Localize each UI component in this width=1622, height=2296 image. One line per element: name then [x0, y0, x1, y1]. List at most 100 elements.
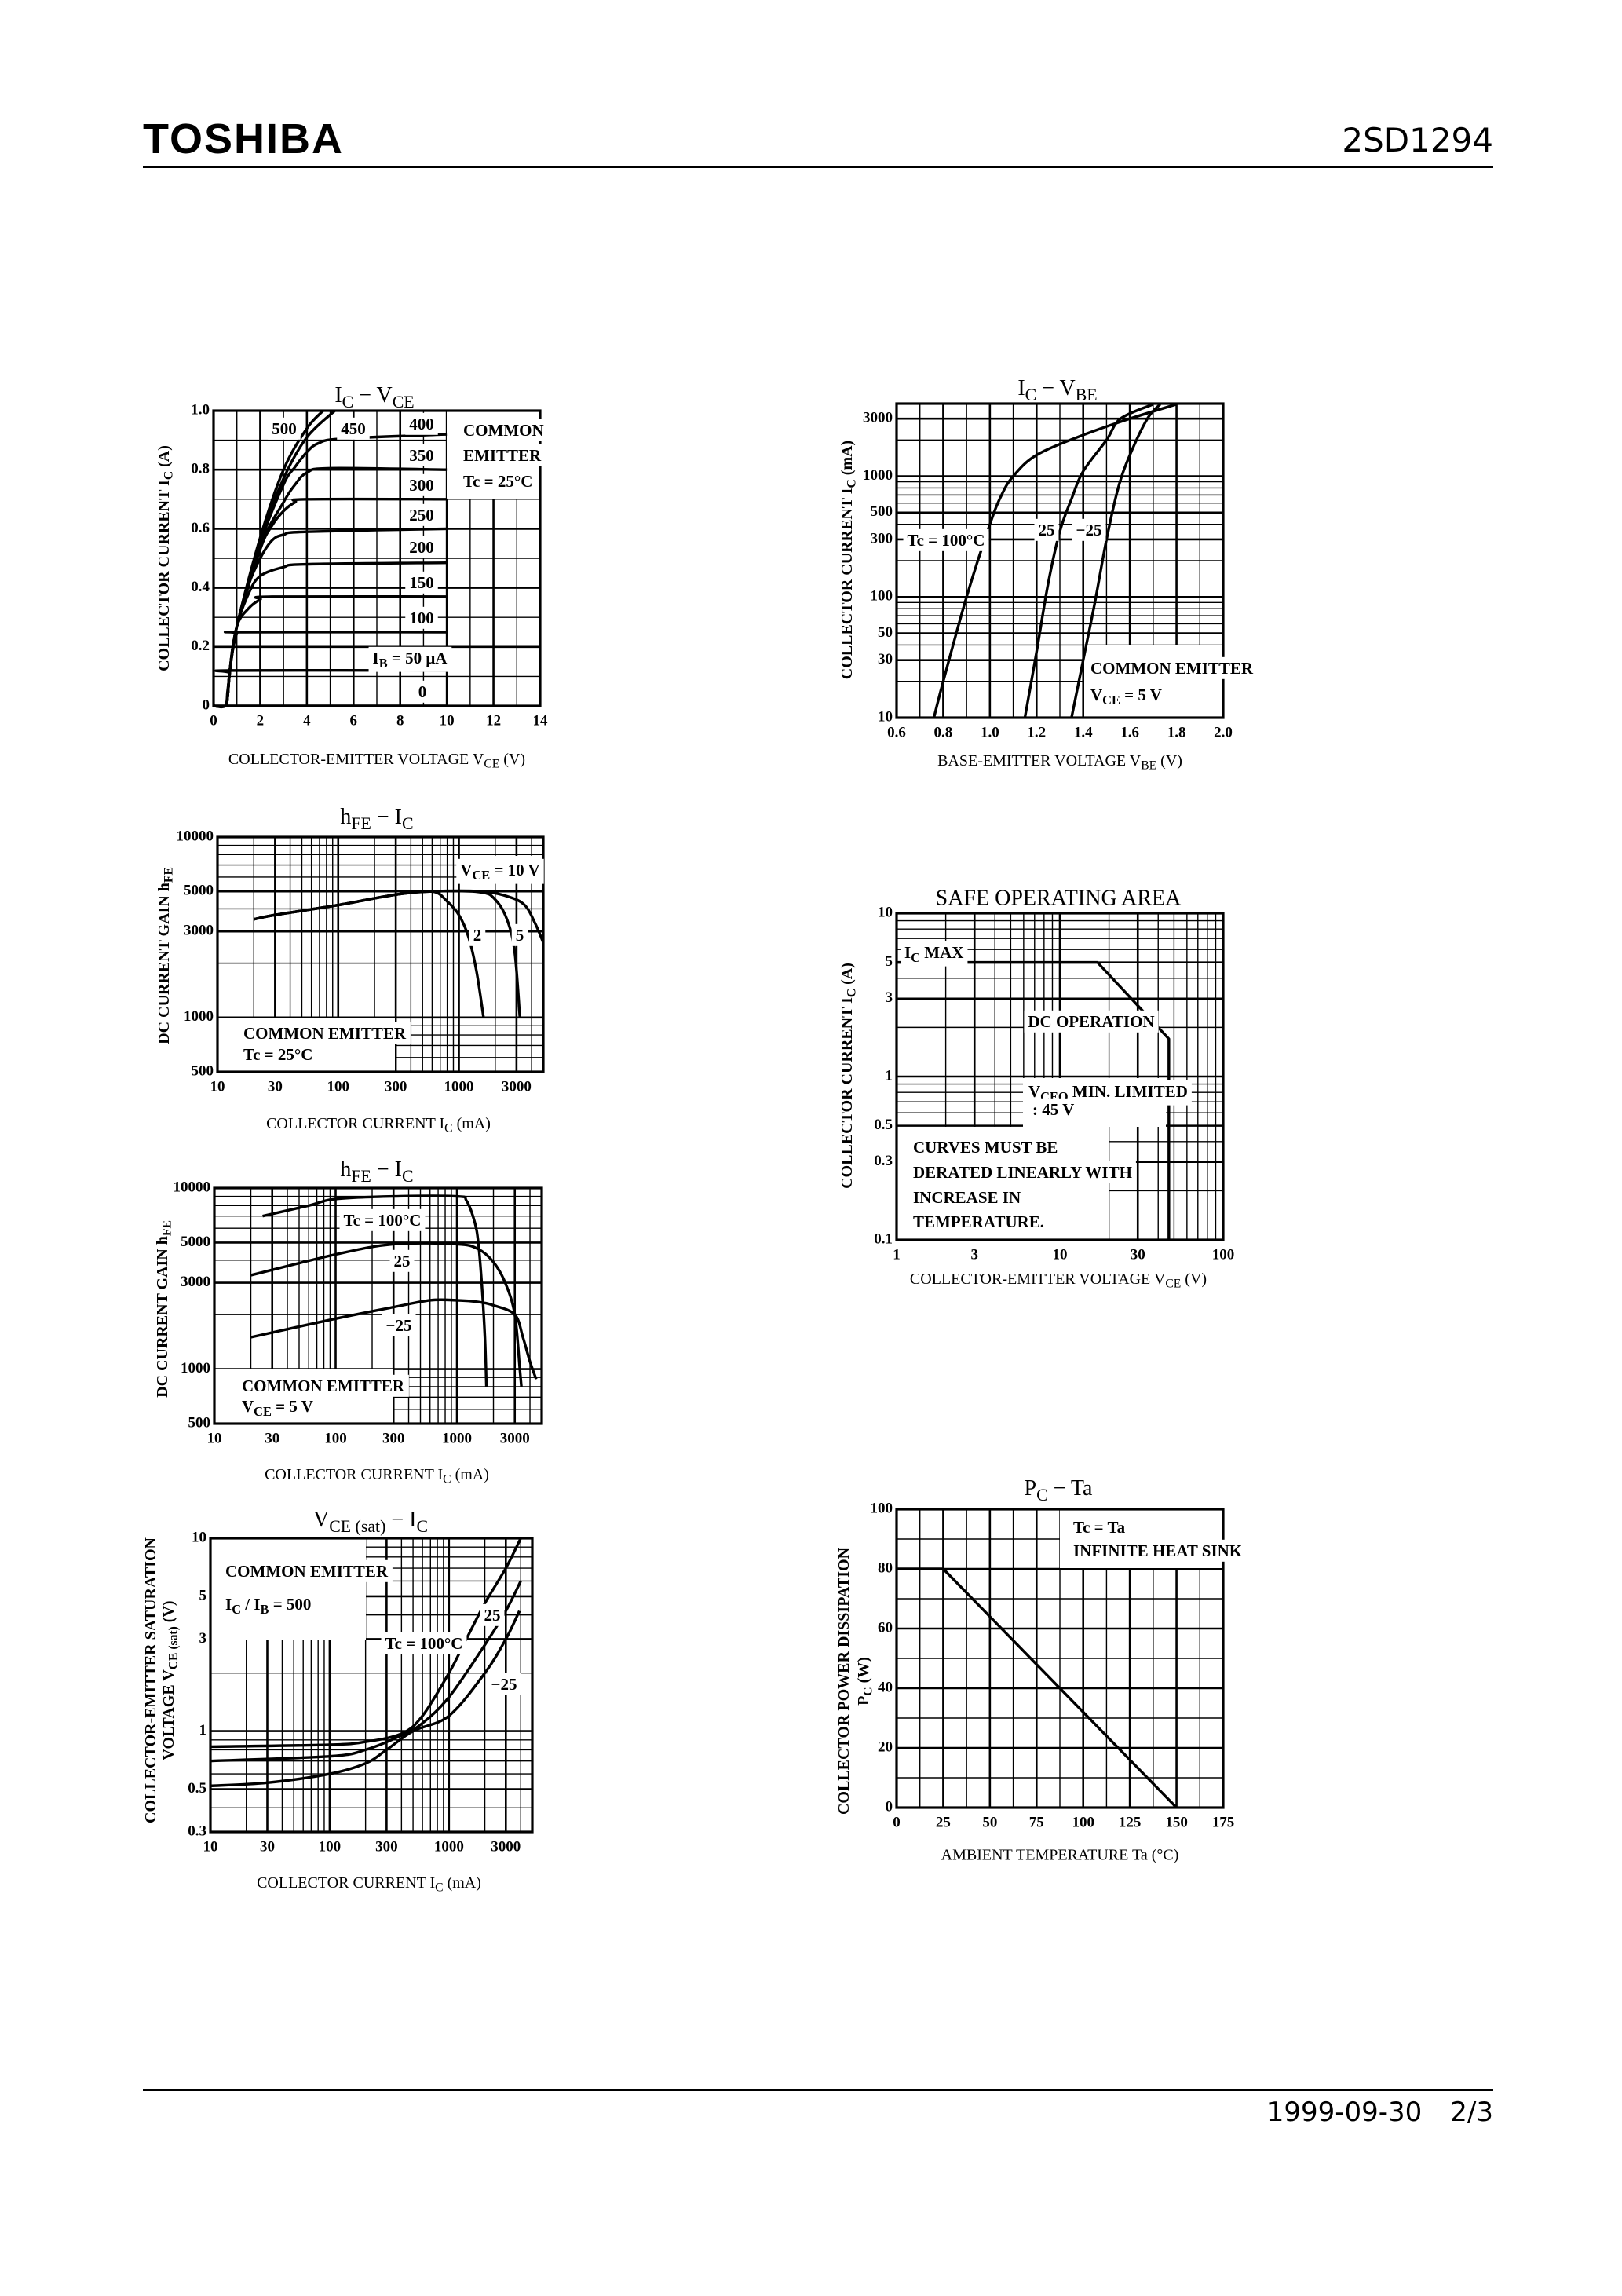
x-tick-label: 14 — [533, 712, 549, 729]
text-segment: VOLTAGE V — [160, 1669, 177, 1760]
series-label: 150 — [409, 573, 434, 592]
y-tick-label: 0.2 — [191, 638, 210, 654]
x-tick-label: 1000 — [442, 1430, 472, 1446]
plot-frame — [895, 1508, 1225, 1809]
y-tick-label: 1000 — [181, 1360, 210, 1377]
text-segment: COLLECTOR-EMITTER VOLTAGE V — [228, 751, 484, 768]
y-tick-label: 3000 — [181, 1274, 210, 1290]
x-tick-label: 300 — [385, 1078, 407, 1095]
subscript: FE — [160, 1220, 174, 1236]
subscript: C — [232, 1602, 241, 1617]
label-background — [405, 536, 438, 558]
text-segment: − V — [1036, 376, 1076, 400]
label-background — [909, 1186, 1025, 1208]
text-segment: I — [1017, 376, 1025, 400]
subscript: C — [845, 989, 858, 997]
label-background — [459, 444, 546, 466]
footer-date: 1999-09-30 — [1266, 2097, 1423, 2128]
series-curve — [1070, 403, 1162, 718]
plot-frame — [209, 1537, 534, 1834]
chart-title: PC − Ta — [1024, 1476, 1093, 1504]
subscript: C — [1036, 1486, 1048, 1504]
y-tick-label: 3000 — [863, 410, 893, 426]
text-segment: COLLECTOR POWER DISSIPATION — [835, 1547, 853, 1815]
y-tick-label: 100 — [871, 588, 893, 605]
text-segment: (W) — [855, 1657, 872, 1687]
text-segment: = 5 V — [1120, 686, 1162, 704]
annotation-text: VCE = 5 V — [242, 1397, 313, 1419]
x-axis-label: COLLECTOR-EMITTER VOLTAGE VCE (V) — [228, 751, 525, 771]
x-tick-label: 10 — [203, 1838, 218, 1855]
label-background — [1069, 1539, 1247, 1562]
text-segment: I — [373, 649, 379, 667]
label-background — [459, 470, 537, 492]
subscript: CE (sat) — [166, 1626, 180, 1669]
subscript: CE — [254, 1404, 272, 1419]
label-background — [456, 858, 544, 884]
y-tick-label: 0.5 — [874, 1117, 893, 1133]
subscript: C — [861, 1687, 875, 1695]
y-axis-label: VOLTAGE VCE (sat) (V) — [160, 1600, 181, 1760]
x-tick-label: 100 — [1212, 1246, 1235, 1263]
series-label: 200 — [409, 538, 434, 557]
x-tick-label: 2.0 — [1214, 724, 1233, 740]
text-segment: = 10 V — [490, 861, 540, 879]
text-segment: (V) — [160, 1600, 177, 1626]
text-segment: COLLECTOR CURRENT I — [257, 1874, 435, 1892]
label-background — [1087, 683, 1166, 709]
y-tick-label: 1000 — [184, 1008, 214, 1025]
series-label: 25 — [1039, 521, 1055, 539]
label-background — [268, 417, 301, 440]
y-tick-label: 500 — [871, 503, 893, 520]
chart-title: IC − VBE — [1017, 376, 1097, 404]
series-label: DC OPERATION — [1028, 1012, 1154, 1031]
chart-2: Tc = 100°C 25 −25 COMMON EMITTER VCE = 5 V 0.… — [838, 376, 1258, 772]
x-tick-label: 3 — [970, 1246, 978, 1263]
plot-frame — [213, 1186, 543, 1425]
annotation-text: VCE = 5 V — [1090, 686, 1162, 707]
text-segment: V — [313, 1508, 329, 1532]
x-tick-label: 0.6 — [887, 724, 906, 740]
series-curve — [262, 1194, 488, 1387]
subscript: FE — [162, 867, 175, 883]
x-tick-label: 1 — [893, 1246, 901, 1263]
label-background — [909, 1210, 1049, 1233]
x-tick-label: 1.8 — [1167, 724, 1186, 740]
y-tick-label: 0.3 — [188, 1823, 206, 1839]
series-label: 2 — [473, 926, 482, 945]
y-tick-label: 5000 — [184, 883, 214, 899]
label-background — [405, 503, 438, 526]
label-background — [239, 1022, 411, 1044]
y-tick-label: 20 — [878, 1738, 893, 1755]
label-background — [221, 1592, 316, 1618]
subscript: C — [845, 479, 858, 488]
annotation-text: Tc = 25°C — [243, 1045, 312, 1064]
x-tick-label: 100 — [327, 1078, 350, 1095]
text-segment: I — [904, 943, 911, 962]
x-tick-label: 125 — [1119, 1814, 1142, 1830]
x-axis-label: BASE-EMITTER VOLTAGE VBE (V) — [937, 752, 1182, 773]
y-tick-label: 500 — [188, 1414, 211, 1431]
subscript: BE — [1141, 759, 1156, 772]
x-tick-label: 10 — [1053, 1246, 1068, 1263]
series-label: 300 — [409, 476, 434, 495]
x-axis-label: COLLECTOR CURRENT IC (mA) — [257, 1874, 481, 1895]
series-curve — [213, 409, 324, 708]
series-curve — [250, 1241, 523, 1387]
subscript: B — [379, 656, 388, 671]
x-tick-label: 30 — [265, 1430, 279, 1446]
subscript: C — [402, 1167, 414, 1186]
x-tick-label: 30 — [260, 1838, 275, 1855]
subscript: C — [342, 393, 354, 411]
annotation-text: DERATED LINEARLY WITH — [913, 1163, 1132, 1182]
y-tick-label: 300 — [871, 530, 893, 547]
y-tick-label: 80 — [878, 1559, 893, 1576]
plot-frame — [216, 835, 545, 1073]
x-tick-label: 30 — [268, 1078, 283, 1095]
label-background — [487, 1673, 521, 1695]
x-tick-label: 1000 — [434, 1838, 464, 1855]
label-background — [1087, 656, 1258, 679]
label-background — [221, 1559, 393, 1582]
